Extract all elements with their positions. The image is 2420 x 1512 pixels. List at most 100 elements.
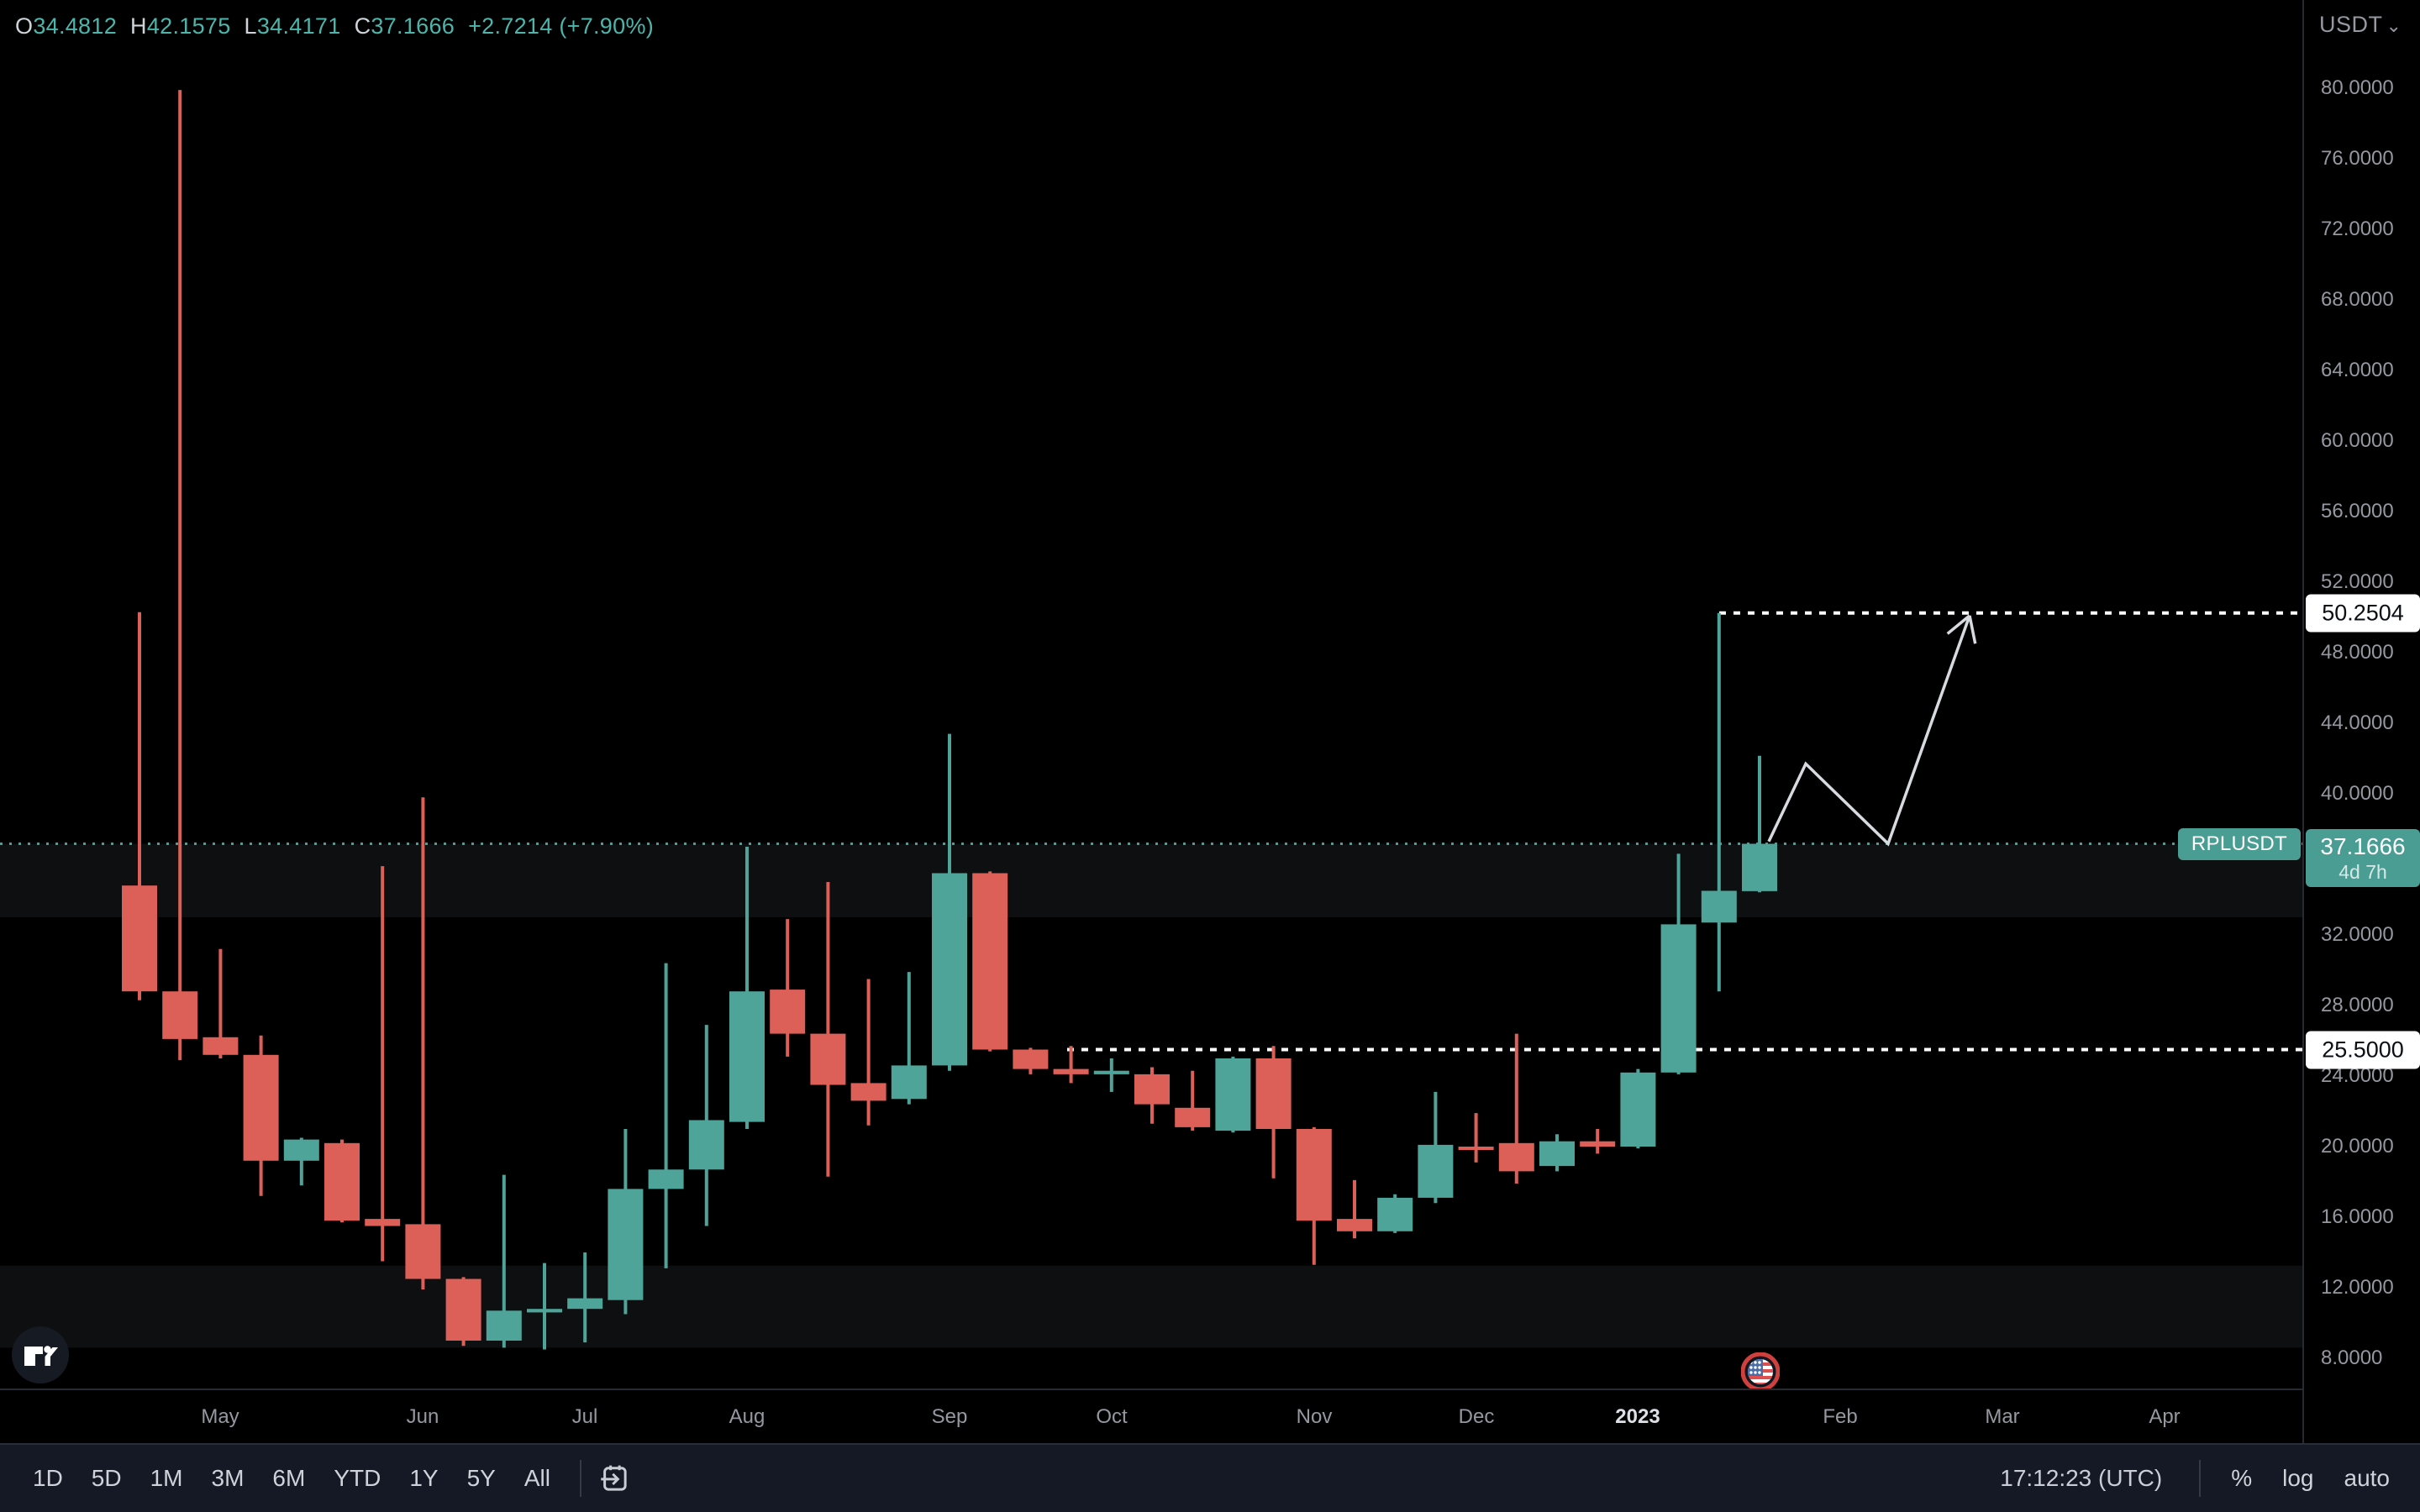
range-buttons: 1D 5D 1M 3M 6M YTD 1Y 5Y All — [18, 1457, 565, 1500]
tradingview-logo-icon — [24, 1346, 58, 1366]
projection-arrowhead — [1968, 615, 1977, 644]
ohlc-close-value: 37.1666 — [371, 13, 455, 39]
candle-body — [932, 873, 967, 1066]
toolbar-divider — [579, 1460, 581, 1497]
scale-button-log[interactable]: log — [2282, 1465, 2314, 1491]
candle-body — [1337, 1219, 1372, 1231]
candle-body — [405, 1224, 441, 1279]
time-axis[interactable]: May Jun Jul Aug Sep Oct Nov Dec 2023 Feb Mar Apr — [0, 1389, 2420, 1445]
symbol-price-label: RPLUSDT — [2177, 827, 2301, 860]
candle-body — [891, 1065, 927, 1100]
currency-label: USDT — [2319, 12, 2383, 37]
time-tick-month[interactable]: Dec — [1458, 1404, 1495, 1428]
candle-body — [810, 1033, 846, 1085]
candle-body — [1580, 1141, 1616, 1147]
time-tick-month[interactable]: Jul — [571, 1404, 598, 1428]
price-tick-label: 60.0000 — [2321, 429, 2394, 452]
time-tick-month[interactable]: Feb — [1823, 1404, 1858, 1428]
candle-body — [162, 991, 198, 1039]
price-tick-label: 28.0000 — [2321, 994, 2394, 1016]
range-button-5y[interactable]: 5Y — [466, 1465, 496, 1491]
range-button-5d[interactable]: 5D — [91, 1465, 122, 1491]
chart-plot-area[interactable]: O34.4812 H42.1575 L34.4171 C37.1666 +2.7214 … — [0, 0, 2302, 1392]
range-button-1y[interactable]: 1Y — [409, 1465, 439, 1491]
ohlc-high-label: H — [130, 13, 147, 39]
time-tick-year[interactable]: 2023 — [1615, 1404, 1660, 1428]
candle-body — [1660, 924, 1697, 1073]
range-button-all[interactable]: All — [523, 1465, 550, 1491]
ohlc-open-label: O — [15, 13, 34, 39]
go-to-date-icon[interactable] — [597, 1461, 632, 1496]
clock-utc[interactable]: 17:12:23 (UTC) — [2000, 1465, 2163, 1491]
currency-selector[interactable]: USDT ⌄ — [2319, 12, 2402, 38]
price-tick-label: 80.0000 — [2321, 76, 2394, 99]
chevron-down-icon: ⌄ — [2386, 15, 2402, 36]
range-button-3m[interactable]: 3M — [211, 1465, 245, 1491]
candle-body — [1418, 1144, 1454, 1198]
candle-body — [1053, 1068, 1089, 1074]
candle-body — [1296, 1129, 1332, 1221]
toolbar-divider-right — [2199, 1460, 2202, 1497]
candle-body — [203, 1037, 239, 1055]
projection-line — [1767, 615, 1971, 847]
price-tick-label: 72.0000 — [2321, 218, 2394, 240]
time-tick-month[interactable]: Apr — [2149, 1404, 2181, 1428]
candle-body — [1458, 1147, 1494, 1150]
candle-body — [243, 1054, 279, 1161]
ohlc-change: +2.7214 (+7.90%) — [468, 13, 655, 39]
range-button-1m[interactable]: 1M — [150, 1465, 183, 1491]
candle-body — [527, 1309, 562, 1313]
price-tick-label: 32.0000 — [2321, 923, 2394, 946]
level-price-badge: 25.5000 — [2306, 1031, 2420, 1068]
candle-body — [1701, 890, 1737, 923]
candle-body — [567, 1298, 603, 1310]
price-tick-label: 52.0000 — [2321, 570, 2394, 593]
time-tick-month[interactable]: Sep — [931, 1404, 968, 1428]
highlight-band — [0, 1265, 2302, 1348]
range-button-6m[interactable]: 6M — [272, 1465, 306, 1491]
highlight-band — [0, 843, 2302, 917]
candle-body — [1093, 1070, 1129, 1074]
ohlc-high-value: 42.1575 — [146, 13, 231, 39]
range-button-1d[interactable]: 1D — [33, 1465, 63, 1491]
tradingview-logo[interactable] — [12, 1326, 69, 1383]
scale-button-auto[interactable]: auto — [2344, 1465, 2391, 1491]
time-tick-month[interactable]: Aug — [729, 1404, 765, 1428]
time-tick-month[interactable]: May — [201, 1404, 239, 1428]
current-price-badge: 37.1666 4d 7h — [2306, 828, 2420, 887]
candle-body — [850, 1083, 886, 1101]
candle-body — [608, 1189, 644, 1300]
ohlc-low-label: L — [244, 13, 257, 39]
price-tick-label: 12.0000 — [2321, 1276, 2394, 1299]
candle-body — [770, 990, 806, 1034]
price-tick-label: 76.0000 — [2321, 147, 2394, 170]
price-tick-label: 56.0000 — [2321, 500, 2394, 522]
candle-body — [365, 1219, 401, 1226]
candle-body — [122, 885, 157, 992]
price-axis[interactable]: USDT ⌄ 80.0000 76.0000 72.0000 68.0000 64.000… — [2302, 0, 2420, 1443]
range-button-ytd[interactable]: YTD — [334, 1465, 381, 1491]
time-tick-month[interactable]: Mar — [1985, 1404, 2020, 1428]
time-tick-month[interactable]: Nov — [1296, 1404, 1333, 1428]
time-tick-month[interactable]: Oct — [1096, 1404, 1128, 1428]
ohlc-legend: O34.4812 H42.1575 L34.4171 C37.1666 +2.7214 … — [15, 13, 654, 39]
candle-body — [445, 1278, 481, 1341]
candle-body — [1215, 1058, 1251, 1131]
candle-body — [324, 1142, 360, 1221]
candle-body — [1742, 843, 1777, 891]
us-flag-event-icon[interactable] — [1740, 1352, 1781, 1395]
candle-body — [688, 1120, 724, 1170]
candle-countdown: 4d 7h — [2338, 860, 2387, 883]
scale-button-percent[interactable]: % — [2231, 1465, 2253, 1491]
ohlc-open-value: 34.4812 — [33, 13, 118, 39]
price-tick-label: 64.0000 — [2321, 359, 2394, 381]
candle-body — [972, 873, 1008, 1050]
ohlc-close-label: C — [354, 13, 371, 39]
candle-body — [1539, 1141, 1575, 1167]
time-tick-month[interactable]: Jun — [406, 1404, 439, 1428]
price-tick-label: 44.0000 — [2321, 711, 2394, 734]
candle-body — [729, 991, 765, 1122]
price-tick-label: 68.0000 — [2321, 288, 2394, 311]
candle-body — [648, 1169, 684, 1189]
